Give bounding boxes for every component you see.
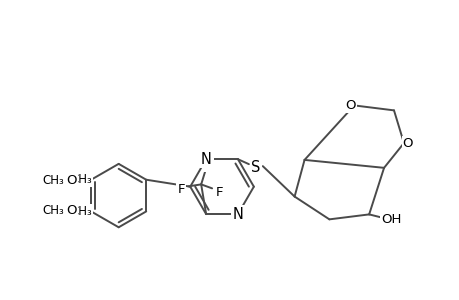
Text: O: O — [66, 204, 76, 217]
Text: CH₃: CH₃ — [42, 174, 64, 187]
Text: O: O — [402, 136, 412, 150]
Text: OH: OH — [380, 213, 400, 226]
Text: O: O — [66, 174, 76, 187]
Text: F: F — [177, 183, 185, 196]
Text: CH₃: CH₃ — [42, 204, 64, 217]
Text: N: N — [200, 152, 211, 167]
Text: O: O — [66, 174, 76, 187]
Text: N: N — [232, 207, 243, 222]
Text: O: O — [344, 99, 355, 112]
Text: S: S — [251, 160, 260, 175]
Text: O: O — [402, 136, 412, 150]
Text: F: F — [215, 186, 222, 199]
Text: F: F — [205, 158, 213, 171]
Text: N: N — [232, 207, 243, 222]
Text: N: N — [200, 152, 211, 167]
Text: CH₃: CH₃ — [70, 205, 92, 218]
Text: S: S — [251, 160, 260, 175]
Text: CH₃: CH₃ — [70, 173, 92, 186]
Text: O: O — [66, 204, 76, 217]
Text: O: O — [344, 99, 355, 112]
Text: OH: OH — [380, 213, 400, 226]
